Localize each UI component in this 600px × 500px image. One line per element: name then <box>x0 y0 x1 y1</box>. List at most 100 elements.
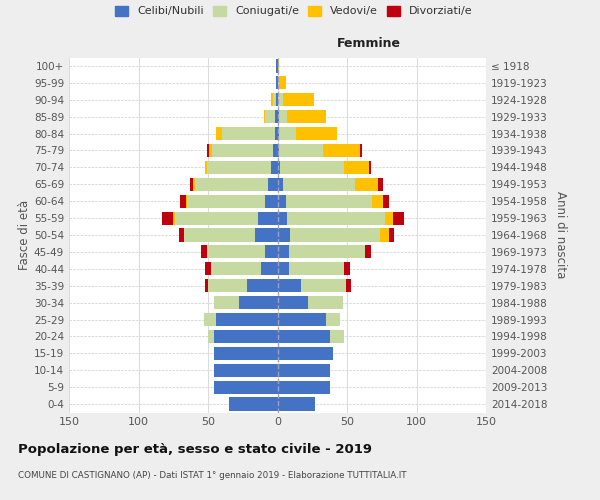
Bar <box>280 161 344 174</box>
Text: COMUNE DI CASTIGNANO (AP) - Dati ISTAT 1° gennaio 2019 - Elaborazione TUTTITALIA: COMUNE DI CASTIGNANO (AP) - Dati ISTAT 1… <box>18 471 407 480</box>
Bar <box>377 178 383 191</box>
Bar <box>275 110 277 124</box>
Y-axis label: Fasce di età: Fasce di età <box>18 200 31 270</box>
Bar <box>286 194 372 208</box>
Bar <box>277 313 326 326</box>
Text: Popolazione per età, sesso e stato civile - 2019: Popolazione per età, sesso e stato civil… <box>18 442 372 456</box>
Bar <box>274 144 277 157</box>
Bar <box>247 279 277 292</box>
Bar <box>277 178 283 191</box>
Bar <box>290 228 380 241</box>
Bar <box>265 110 275 124</box>
Bar <box>162 212 173 224</box>
Bar <box>277 93 283 106</box>
Bar <box>383 194 389 208</box>
Bar <box>277 212 287 224</box>
Bar <box>205 279 208 292</box>
Bar <box>277 228 290 241</box>
Bar <box>277 330 331 343</box>
Bar <box>277 246 289 258</box>
Bar <box>265 246 277 258</box>
Bar <box>369 161 371 174</box>
Bar <box>208 279 247 292</box>
Bar <box>206 161 271 174</box>
Bar <box>277 60 279 72</box>
Bar <box>323 144 359 157</box>
Bar <box>271 161 277 174</box>
Bar <box>344 161 369 174</box>
Bar <box>308 296 343 309</box>
Bar <box>265 194 277 208</box>
Bar <box>283 93 314 106</box>
Bar <box>193 178 196 191</box>
Bar <box>205 161 206 174</box>
Bar <box>279 144 323 157</box>
Bar <box>277 398 315 410</box>
Bar <box>214 364 277 377</box>
Bar <box>184 228 255 241</box>
Bar <box>214 346 277 360</box>
Bar <box>214 296 239 309</box>
Bar <box>209 144 212 157</box>
Bar <box>201 246 206 258</box>
Bar <box>277 346 333 360</box>
Bar <box>268 178 277 191</box>
Bar <box>301 279 346 292</box>
Bar <box>344 262 350 276</box>
Bar <box>359 144 362 157</box>
Bar <box>217 313 277 326</box>
Bar <box>277 110 279 124</box>
Bar <box>276 93 277 106</box>
Bar <box>296 127 337 140</box>
Bar <box>173 212 175 224</box>
Bar <box>276 76 277 90</box>
Bar <box>277 76 279 90</box>
Bar <box>393 212 404 224</box>
Bar <box>180 194 186 208</box>
Bar <box>258 212 277 224</box>
Bar <box>229 398 277 410</box>
Bar <box>239 296 277 309</box>
Bar <box>331 330 344 343</box>
Bar <box>275 127 277 140</box>
Bar <box>279 110 287 124</box>
Bar <box>287 110 326 124</box>
Bar <box>211 262 261 276</box>
Bar <box>206 144 209 157</box>
Bar <box>289 262 344 276</box>
Bar <box>283 178 355 191</box>
Legend: Celibi/Nubili, Coniugati/e, Vedovi/e, Divorziati/e: Celibi/Nubili, Coniugati/e, Vedovi/e, Di… <box>111 1 477 21</box>
Bar <box>277 364 331 377</box>
Bar <box>355 178 377 191</box>
Bar <box>274 93 276 106</box>
Bar <box>277 262 289 276</box>
Bar <box>271 93 274 106</box>
Bar <box>217 127 222 140</box>
Bar <box>276 60 277 72</box>
Bar <box>175 212 258 224</box>
Bar <box>277 380 331 394</box>
Bar <box>208 330 214 343</box>
Bar <box>346 279 351 292</box>
Bar <box>277 279 301 292</box>
Bar <box>277 127 279 140</box>
Bar <box>287 212 385 224</box>
Bar <box>212 144 274 157</box>
Bar <box>206 246 265 258</box>
Bar <box>277 296 308 309</box>
Bar <box>222 127 275 140</box>
Bar <box>277 161 280 174</box>
Bar <box>279 127 296 140</box>
Bar <box>277 144 279 157</box>
Bar <box>205 262 211 276</box>
Bar <box>187 194 265 208</box>
Bar <box>255 228 277 241</box>
Bar <box>289 246 365 258</box>
Bar <box>263 110 265 124</box>
Bar <box>214 380 277 394</box>
Bar <box>214 330 277 343</box>
Bar <box>186 194 187 208</box>
Bar <box>277 194 286 208</box>
Text: Femmine: Femmine <box>337 38 401 51</box>
Bar <box>179 228 184 241</box>
